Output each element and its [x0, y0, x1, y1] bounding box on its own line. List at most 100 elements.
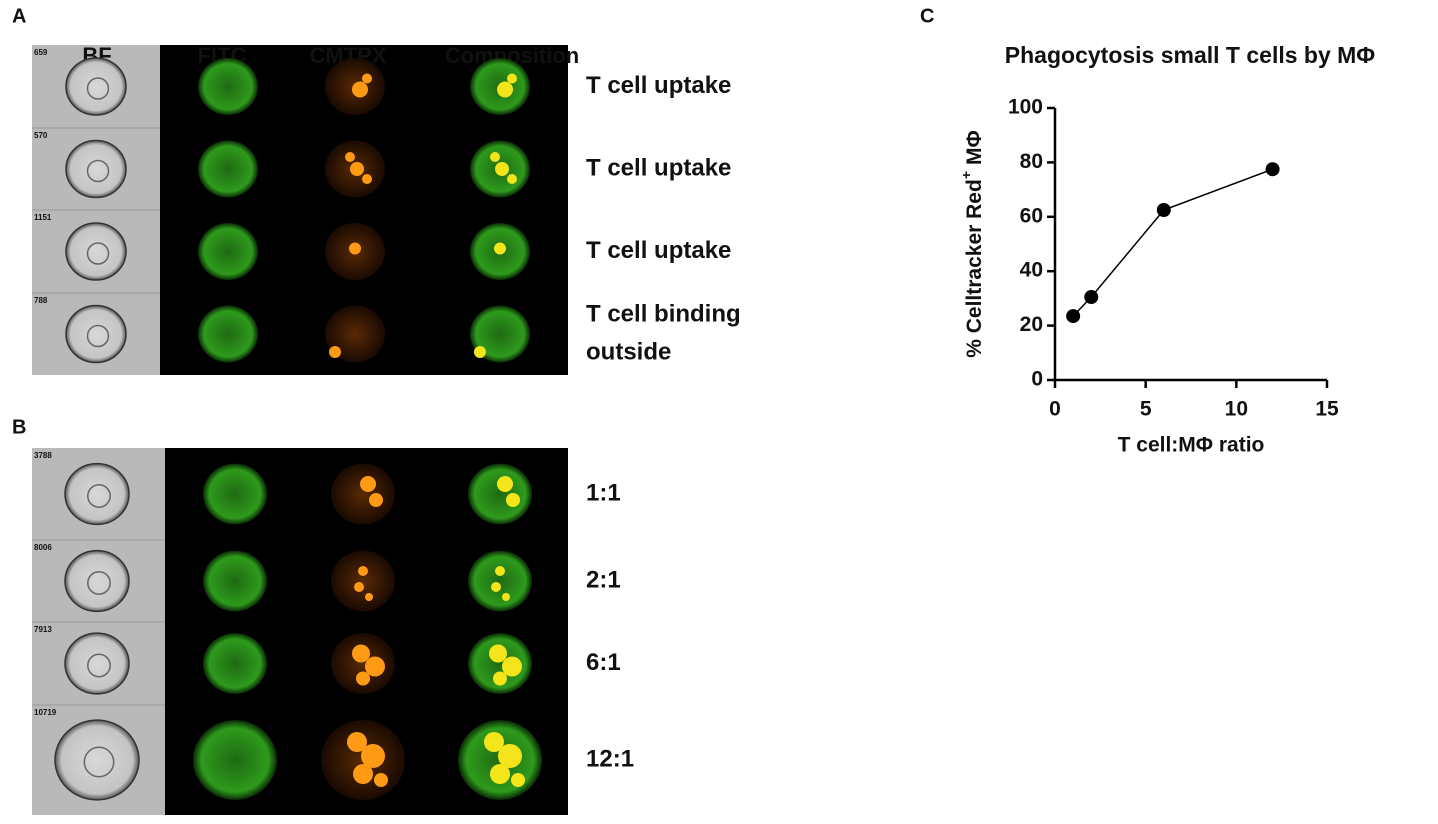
composite-blob [489, 644, 507, 663]
composite-blob [498, 744, 522, 768]
cmtpx-cell [325, 305, 385, 363]
cmtpx-blob [360, 476, 376, 492]
composite-blob [490, 764, 510, 784]
bf-cell [65, 139, 127, 199]
panel-label: A [12, 5, 26, 27]
fitc-cell [203, 463, 267, 525]
cell-id: 10719 [34, 708, 57, 717]
cell-id: 8006 [34, 543, 52, 552]
bf-nucleus [87, 484, 111, 508]
cell-id: 3788 [34, 451, 52, 460]
composite-blob [491, 582, 501, 592]
cmtpx-blob [345, 152, 355, 162]
cmtpx-blob [329, 346, 341, 358]
composite-blob [495, 162, 509, 176]
fitc-cell [198, 140, 258, 198]
composite-cell [470, 305, 530, 363]
y-tick-label: 0 [1031, 368, 1043, 391]
x-tick-label: 0 [1049, 398, 1061, 421]
composite-blob [494, 242, 506, 255]
cmtpx-blob [362, 174, 372, 184]
composite-cell [468, 550, 532, 612]
row-label: T cell uptake [586, 72, 731, 99]
bf-cell [64, 549, 130, 613]
cmtpx-blob [354, 582, 364, 592]
fitc-cell [198, 305, 258, 363]
bf-nucleus [87, 653, 111, 678]
composite-cell [468, 463, 532, 525]
bf-cell [64, 462, 130, 526]
x-tick-label: 5 [1140, 398, 1152, 421]
composite-blob [484, 732, 504, 752]
cmtpx-blob [347, 732, 367, 752]
data-point [1084, 290, 1099, 305]
composite-blob [493, 671, 507, 686]
row-label: 12:1 [586, 745, 634, 772]
data-point [1156, 203, 1171, 217]
y-label-text: % Celltracker Red [963, 179, 986, 358]
cmtpx-blob [352, 644, 370, 663]
fitc-cell [198, 223, 258, 280]
cmtpx-blob [369, 493, 383, 507]
composite-cell [468, 633, 532, 694]
cmtpx-blob [374, 773, 388, 787]
data-point [1265, 162, 1280, 177]
row-label: 2:1 [586, 566, 621, 593]
y-axis-label: % Celltracker Red+ MΦ [958, 130, 986, 358]
bf-nucleus [83, 746, 115, 778]
row-label: T cell uptake [586, 154, 731, 181]
y-tick-label: 100 [1008, 96, 1043, 119]
x-tick-label: 10 [1225, 398, 1248, 421]
composite-blob [495, 566, 505, 576]
fitc-cell [203, 633, 267, 694]
composite-blob [506, 493, 520, 507]
cell-id: 659 [34, 48, 48, 57]
chart-title: Phagocytosis small T cells by MΦ [1005, 42, 1376, 68]
bf-nucleus [86, 324, 110, 348]
composite-blob [502, 593, 510, 601]
composite-blob [507, 174, 517, 184]
fitc-cell [198, 58, 258, 115]
y-tick-label: 60 [1020, 204, 1043, 227]
composite-blob [497, 81, 513, 98]
cell-id: 1151 [34, 213, 52, 222]
bf-nucleus [86, 159, 110, 183]
panel-label: C [920, 5, 934, 27]
cmtpx-cell [331, 633, 395, 694]
composite-blob [502, 656, 522, 677]
bf-nucleus [86, 77, 110, 100]
composite-blob [474, 346, 486, 358]
bf-cell [65, 304, 127, 364]
row-label: 1:1 [586, 479, 621, 506]
y-label-suffix: MΦ [963, 130, 986, 165]
cmtpx-blob [358, 566, 368, 576]
row-label: outside [586, 338, 671, 365]
fitc-cell [193, 720, 277, 800]
composite-blob [511, 773, 525, 787]
fitc-cell [203, 550, 267, 612]
y-label-superscript: + [958, 171, 974, 179]
bf-nucleus [87, 571, 111, 595]
composite-blob [497, 476, 513, 492]
cmtpx-cell [331, 550, 395, 612]
cmtpx-blob [356, 671, 370, 686]
cmtpx-blob [361, 744, 385, 768]
cmtpx-blob [350, 162, 364, 176]
cmtpx-blob [352, 81, 368, 98]
cmtpx-blob [365, 656, 385, 677]
x-tick-label: 15 [1315, 398, 1339, 421]
bf-cell [64, 632, 130, 695]
bf-cell [65, 57, 127, 116]
y-tick-label: 20 [1020, 313, 1043, 336]
cmtpx-cell [331, 463, 395, 525]
cell-id: 788 [34, 296, 48, 305]
cmtpx-blob [365, 593, 373, 601]
panel-label: B [12, 416, 26, 438]
y-tick-label: 80 [1020, 150, 1043, 173]
composite-blob [490, 152, 500, 162]
cell-id: 570 [34, 131, 48, 140]
cmtpx-blob [349, 242, 361, 255]
y-tick-label: 40 [1020, 259, 1043, 282]
data-line [1072, 168, 1273, 317]
